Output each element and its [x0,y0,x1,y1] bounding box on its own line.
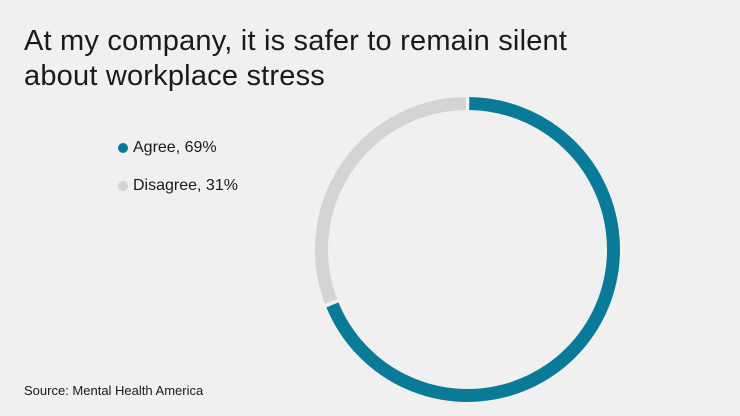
legend-label-agree: Agree, 69% [133,139,217,156]
legend-label-disagree: Disagree, 31% [133,177,238,194]
legend: Agree, 69% Disagree, 31% [118,138,238,214]
legend-swatch-disagree [118,181,128,191]
source-note: Source: Mental Health America [24,383,204,398]
donut-segment-agree [326,97,620,402]
chart-title: At my company, it is safer to remain sil… [24,25,568,92]
legend-item-disagree: Disagree, 31% [118,176,238,196]
donut-segment-disagree [315,97,466,304]
legend-swatch-agree [118,143,128,153]
legend-item-agree: Agree, 69% [118,138,238,158]
